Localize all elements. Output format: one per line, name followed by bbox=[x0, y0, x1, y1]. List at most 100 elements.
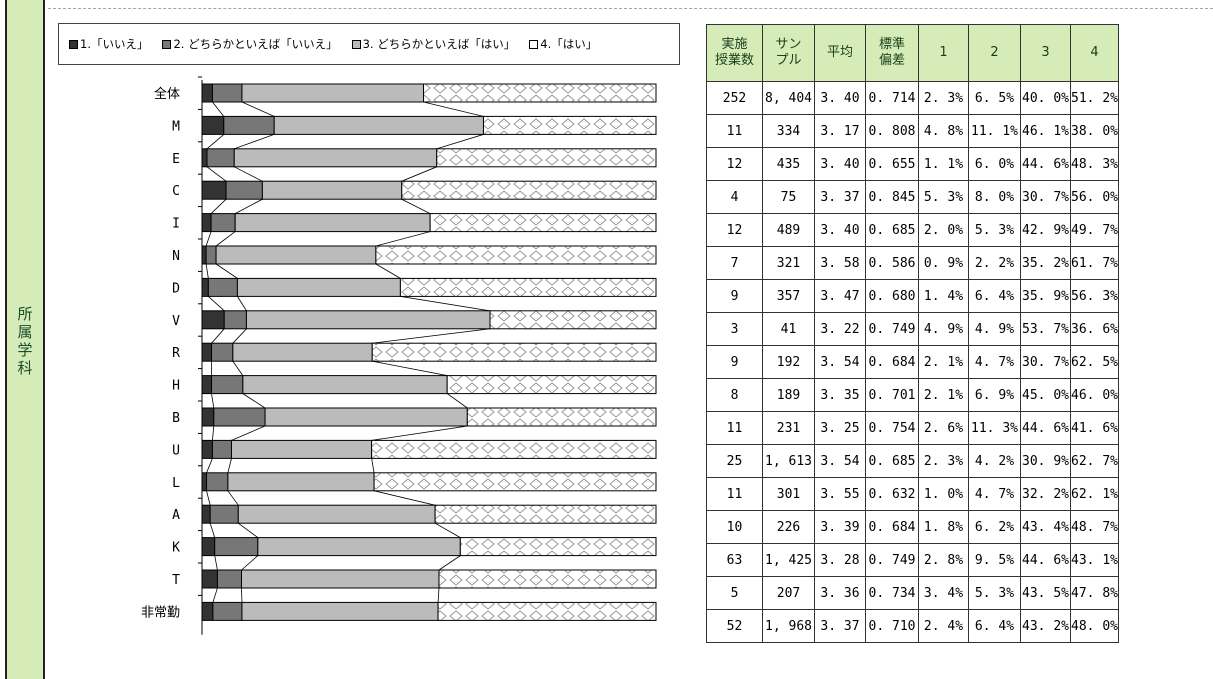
table-cell: 30. 7% bbox=[1020, 180, 1071, 214]
table-cell: 10 bbox=[706, 510, 763, 544]
table-cell: 63 bbox=[706, 543, 763, 577]
bar-segment-2 bbox=[223, 310, 247, 330]
table-header-row: 実施 授業数 サン プル 平均 標準 偏差 1 2 3 4 bbox=[706, 24, 1119, 82]
table-cell: 3. 58 bbox=[814, 246, 866, 280]
bar-segment-2 bbox=[206, 148, 235, 168]
bar-segment-4 bbox=[436, 148, 657, 168]
table-cell: 6. 9% bbox=[968, 378, 1021, 412]
table-cell: 45. 0% bbox=[1020, 378, 1071, 412]
legend-swatch bbox=[529, 39, 539, 49]
table-cell: 46. 1% bbox=[1020, 114, 1071, 148]
legend-swatch bbox=[162, 39, 172, 49]
bar-segment-3 bbox=[236, 277, 401, 297]
bar-segment-2 bbox=[210, 213, 236, 233]
table-cell: 3. 36 bbox=[814, 576, 866, 610]
table-cell: 2. 4% bbox=[918, 609, 969, 643]
legend-item: 1.「いいえ」 bbox=[69, 36, 148, 52]
category-label: T bbox=[172, 573, 180, 588]
bar-segment-1 bbox=[201, 342, 213, 362]
table-cell: 207 bbox=[762, 576, 815, 610]
table-cell: 4. 8% bbox=[918, 114, 969, 148]
bar-segment-4 bbox=[466, 407, 657, 427]
table-cell: 40. 0% bbox=[1020, 81, 1071, 115]
table-cell: 2. 1% bbox=[918, 345, 969, 379]
table-cell: 62. 1% bbox=[1070, 477, 1119, 511]
table-row: 10 226 3. 39 0. 684 1. 8% 6. 2% 43. 4% 48. 7% bbox=[706, 510, 1119, 544]
bar-segment-3 bbox=[241, 601, 439, 621]
table-cell: 189 bbox=[762, 378, 815, 412]
table-cell: 3. 28 bbox=[814, 543, 866, 577]
table-header-cell: 平均 bbox=[814, 24, 866, 82]
bar-segment-2 bbox=[205, 245, 217, 265]
bar-segment-4 bbox=[373, 472, 657, 492]
bar-segment-1 bbox=[201, 569, 218, 589]
table-cell: 43. 2% bbox=[1020, 609, 1071, 643]
legend-item: 3. どちらかといえば「はい」 bbox=[351, 36, 516, 52]
table-cell: 3. 22 bbox=[814, 312, 866, 346]
bar-segment-1 bbox=[201, 180, 227, 200]
bar-segment-4 bbox=[434, 504, 657, 524]
bar-segment-3 bbox=[241, 83, 425, 103]
table-cell: 2. 3% bbox=[918, 444, 969, 478]
table-cell: 46. 0% bbox=[1070, 378, 1119, 412]
bar-segment-2 bbox=[216, 569, 242, 589]
table-cell: 0. 632 bbox=[865, 477, 919, 511]
bar-segment-4 bbox=[371, 342, 657, 362]
table-cell: 6. 4% bbox=[968, 279, 1021, 313]
table-cell: 489 bbox=[762, 213, 815, 247]
bar-segment-3 bbox=[227, 472, 375, 492]
table-cell: 44. 6% bbox=[1020, 411, 1071, 445]
table-cell: 226 bbox=[762, 510, 815, 544]
bar-segment-3 bbox=[245, 310, 491, 330]
table-row: 52 1, 968 3. 37 0. 710 2. 4% 6. 4% 43. 2% 48. 0… bbox=[706, 609, 1119, 643]
table-cell: 3. 40 bbox=[814, 147, 866, 181]
table-cell: 0. 808 bbox=[865, 114, 919, 148]
bar-segment-1 bbox=[201, 439, 213, 459]
table-cell: 0. 9% bbox=[918, 246, 969, 280]
table-row: 3 41 3. 22 0. 749 4. 9% 4. 9% 53. 7% 36. 6% bbox=[706, 312, 1119, 346]
bar-segment-2 bbox=[207, 277, 238, 297]
table-cell: 4. 9% bbox=[918, 312, 969, 346]
table-cell: 36. 6% bbox=[1070, 312, 1119, 346]
legend-label: 3. どちらかといえば「はい」 bbox=[362, 37, 516, 51]
bar-segment-2 bbox=[211, 83, 243, 103]
table-cell: 2. 2% bbox=[968, 246, 1021, 280]
legend-swatch bbox=[69, 39, 78, 49]
category-label: U bbox=[172, 443, 180, 458]
bar-segment-1 bbox=[201, 407, 215, 427]
table-cell: 9 bbox=[706, 345, 763, 379]
table-cell: 5. 3% bbox=[968, 213, 1021, 247]
table-cell: 0. 684 bbox=[865, 510, 919, 544]
table-cell: 43. 5% bbox=[1020, 576, 1071, 610]
category-label: 全体 bbox=[154, 86, 180, 102]
category-label: D bbox=[172, 281, 180, 296]
bar-segment-4 bbox=[371, 439, 657, 459]
legend-swatch bbox=[351, 39, 361, 49]
table-cell: 3. 35 bbox=[814, 378, 866, 412]
table-header-cell: 2 bbox=[968, 24, 1021, 82]
table-cell: 43. 4% bbox=[1020, 510, 1071, 544]
category-label: H bbox=[172, 379, 180, 394]
bar-segment-1 bbox=[201, 148, 208, 168]
table-header-cell: 実施 授業数 bbox=[706, 24, 763, 82]
table-cell: 38. 0% bbox=[1070, 114, 1119, 148]
bar-segment-3 bbox=[273, 115, 484, 135]
bar-segment-3 bbox=[242, 375, 448, 395]
bar-segment-4 bbox=[446, 375, 657, 395]
bar-segment-3 bbox=[261, 180, 403, 200]
table-row: 63 1, 425 3. 28 0. 749 2. 8% 9. 5% 44. 6% 43. 1… bbox=[706, 543, 1119, 577]
category-label: N bbox=[172, 249, 180, 264]
table-cell: 11. 3% bbox=[968, 411, 1021, 445]
table-cell: 5 bbox=[706, 576, 763, 610]
table-cell: 192 bbox=[762, 345, 815, 379]
chart-legend: 1.「いいえ」 2. どちらかといえば「いいえ」 3. どちらかといえば「はい」 4.… bbox=[58, 23, 680, 65]
table-cell: 53. 7% bbox=[1020, 312, 1071, 346]
table-cell: 3. 40 bbox=[814, 213, 866, 247]
table-cell: 48. 0% bbox=[1070, 609, 1119, 643]
bar-segment-4 bbox=[459, 537, 657, 557]
table-header-cell: 標準 偏差 bbox=[865, 24, 919, 82]
table-cell: 3. 55 bbox=[814, 477, 866, 511]
bar-segment-1 bbox=[201, 601, 214, 621]
table-cell: 11 bbox=[706, 114, 763, 148]
table-cell: 42. 9% bbox=[1020, 213, 1071, 247]
